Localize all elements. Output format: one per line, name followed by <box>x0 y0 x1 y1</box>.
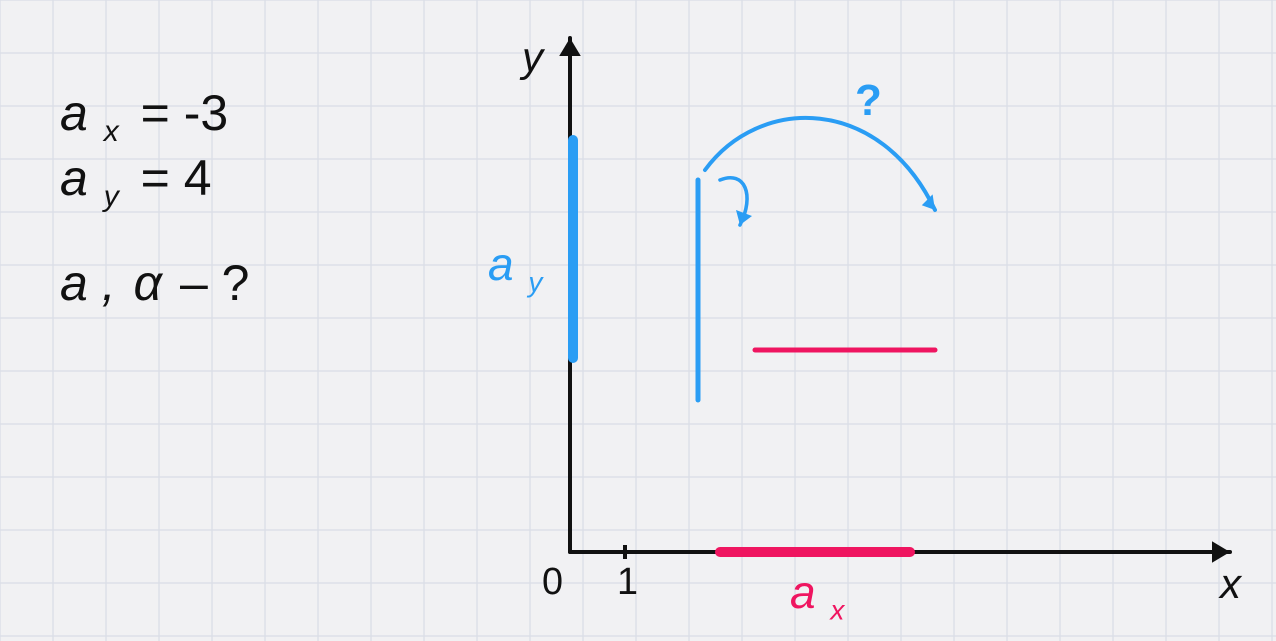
given-ax-sub: x <box>102 115 120 148</box>
given-q-alpha: α <box>134 255 164 311</box>
given-ay-sub: y <box>102 180 121 213</box>
given-q-a: a <box>60 255 88 311</box>
angle-question-mark: ? <box>855 76 882 125</box>
given-q-rest: – ? <box>180 255 250 311</box>
diagram-svg: x y 0 1 ? a y a x a x = -3 <box>0 0 1276 641</box>
ax-label-base: a <box>790 566 816 618</box>
given-ax-base: a <box>60 85 88 141</box>
ay-label-sub: y <box>526 267 544 298</box>
given-ay-rhs: = 4 <box>141 150 212 206</box>
origin-label: 0 <box>542 561 563 603</box>
y-axis-label: y <box>519 34 546 81</box>
x-axis-label: x <box>1218 560 1243 607</box>
given-q-comma: , <box>102 255 130 311</box>
given-ax-rhs: = -3 <box>141 85 229 141</box>
diagram-stage: x y 0 1 ? a y a x a x = -3 <box>0 0 1276 641</box>
given-ay-base: a <box>60 150 88 206</box>
ax-label-sub: x <box>828 595 845 626</box>
given-question: a , α – ? <box>60 255 249 311</box>
x-tick-1-label: 1 <box>617 561 638 603</box>
ay-label-base: a <box>488 238 514 290</box>
